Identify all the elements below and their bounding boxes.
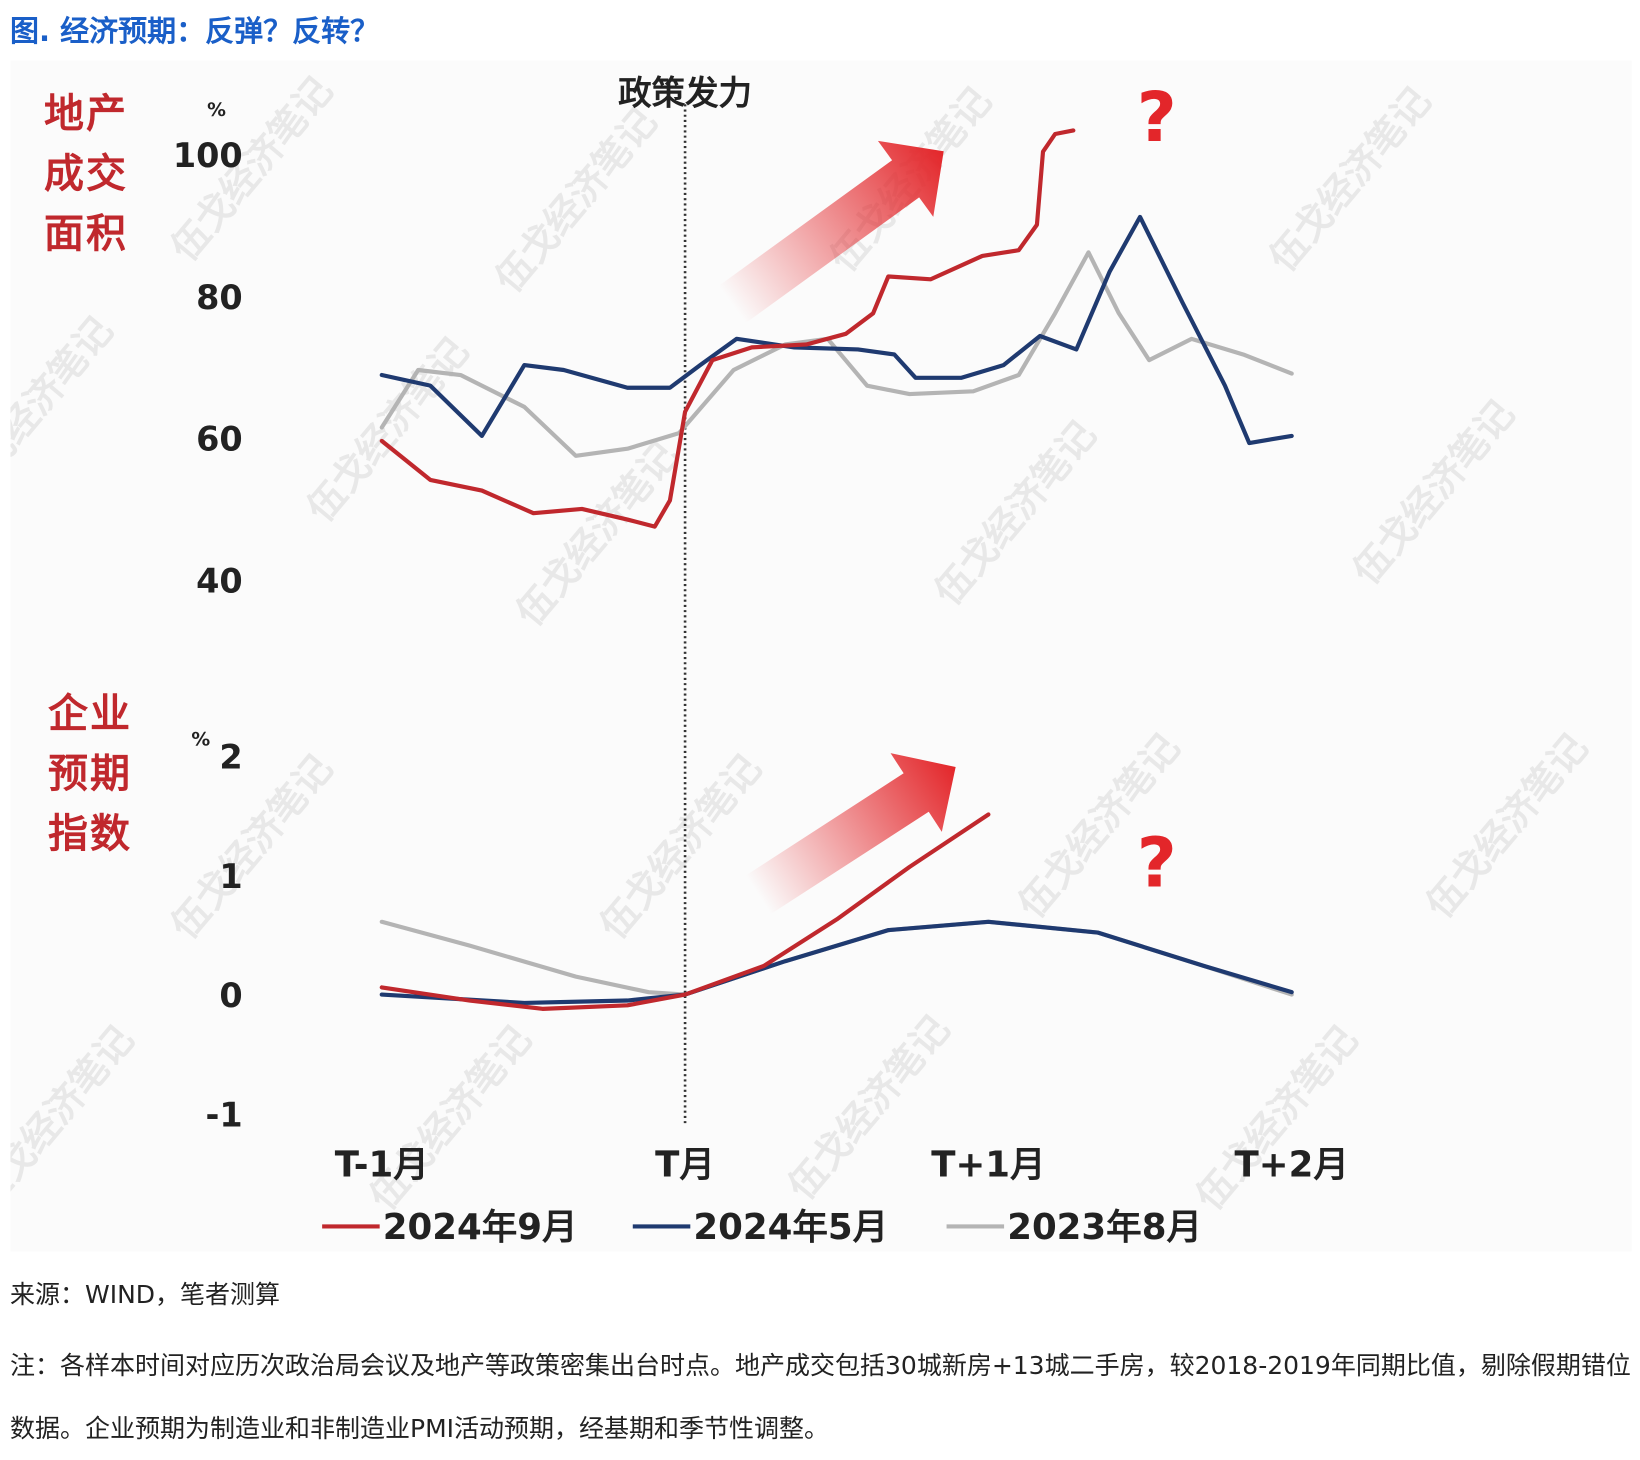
- x-tick-label: T-1月: [335, 1144, 429, 1185]
- y-tick-label: 1: [219, 857, 242, 896]
- annotation: ?: [1137, 78, 1177, 158]
- x-tick-label: T+2月: [1235, 1144, 1349, 1185]
- note: 注：各样本时间对应历次政治局会议及地产等政策密集出台时点。地产成交包括30城新房…: [10, 1351, 1631, 1443]
- series-line: [379, 812, 991, 1011]
- y-axis-unit: %: [207, 100, 226, 121]
- trend-arrow: [745, 753, 956, 915]
- legend-label: 2024年9月: [383, 1207, 578, 1248]
- y-axis-title: 企业预期指数: [48, 691, 132, 857]
- legend-label: 2023年8月: [1007, 1207, 1202, 1248]
- y-tick-label: 100: [173, 136, 243, 175]
- trend-arrow: [718, 140, 944, 324]
- y-axis-unit: %: [191, 730, 210, 751]
- page-title: 图. 经济预期：反弹？反转？: [10, 14, 380, 48]
- source: 来源：WIND，笔者测算: [10, 1280, 281, 1309]
- annotation: ?: [1137, 824, 1177, 904]
- series-line: [379, 919, 1294, 1006]
- y-tick-label: 0: [219, 976, 242, 1015]
- y-tick-label: 80: [196, 278, 243, 317]
- policy-label: 政策发力: [618, 73, 752, 112]
- x-tick-label: T月: [655, 1144, 715, 1185]
- x-tick-label: T+1月: [931, 1144, 1045, 1185]
- y-tick-label: -1: [205, 1095, 242, 1134]
- series-line: [379, 128, 1076, 529]
- y-tick-label: 2: [219, 738, 242, 777]
- y-tick-label: 40: [196, 561, 243, 600]
- series-line: [379, 250, 1294, 458]
- y-axis-title: 地产成交面积: [44, 91, 128, 257]
- y-tick-label: 60: [196, 420, 243, 459]
- series-line: [379, 214, 1294, 446]
- legend-label: 2024年5月: [693, 1207, 888, 1248]
